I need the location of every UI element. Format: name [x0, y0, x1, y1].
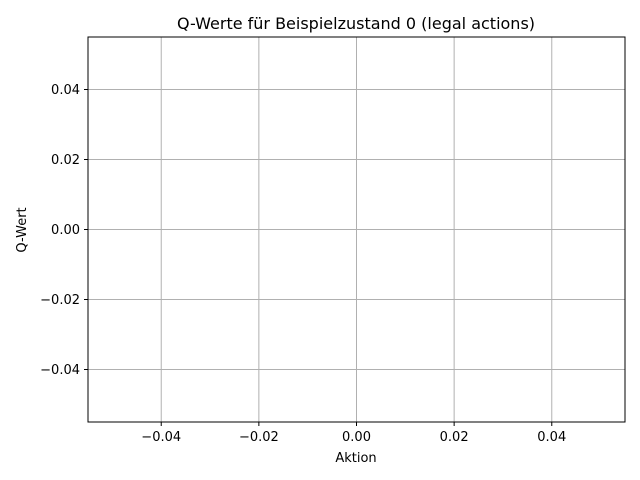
x-axis: −0.04 −0.02 0.00 0.02 0.04 [141, 422, 566, 445]
y-tick-label: 0.04 [51, 83, 80, 98]
plot-area: −0.04 −0.02 0.00 0.02 0.04 −0.04 −0.02 0.00 0.0… [40, 36, 626, 445]
y-tick-label: −0.04 [40, 363, 80, 378]
y-axis-label: Q-Wert [15, 207, 30, 252]
y-tick-label: 0.02 [51, 153, 80, 168]
x-tick-label: 0.00 [342, 430, 371, 445]
chart-title: Q-Werte für Beispielzustand 0 (legal act… [177, 14, 535, 33]
x-tick-label: 0.04 [537, 430, 566, 445]
x-tick-label: −0.02 [239, 430, 279, 445]
y-tick-label: 0.00 [51, 223, 80, 238]
y-tick-label: −0.02 [40, 293, 80, 308]
grid-layer [88, 37, 625, 422]
x-axis-label: Aktion [335, 451, 376, 466]
y-axis: −0.04 −0.02 0.00 0.02 0.04 [40, 83, 88, 378]
x-tick-label: −0.04 [141, 430, 181, 445]
x-tick-label: 0.02 [440, 430, 469, 445]
